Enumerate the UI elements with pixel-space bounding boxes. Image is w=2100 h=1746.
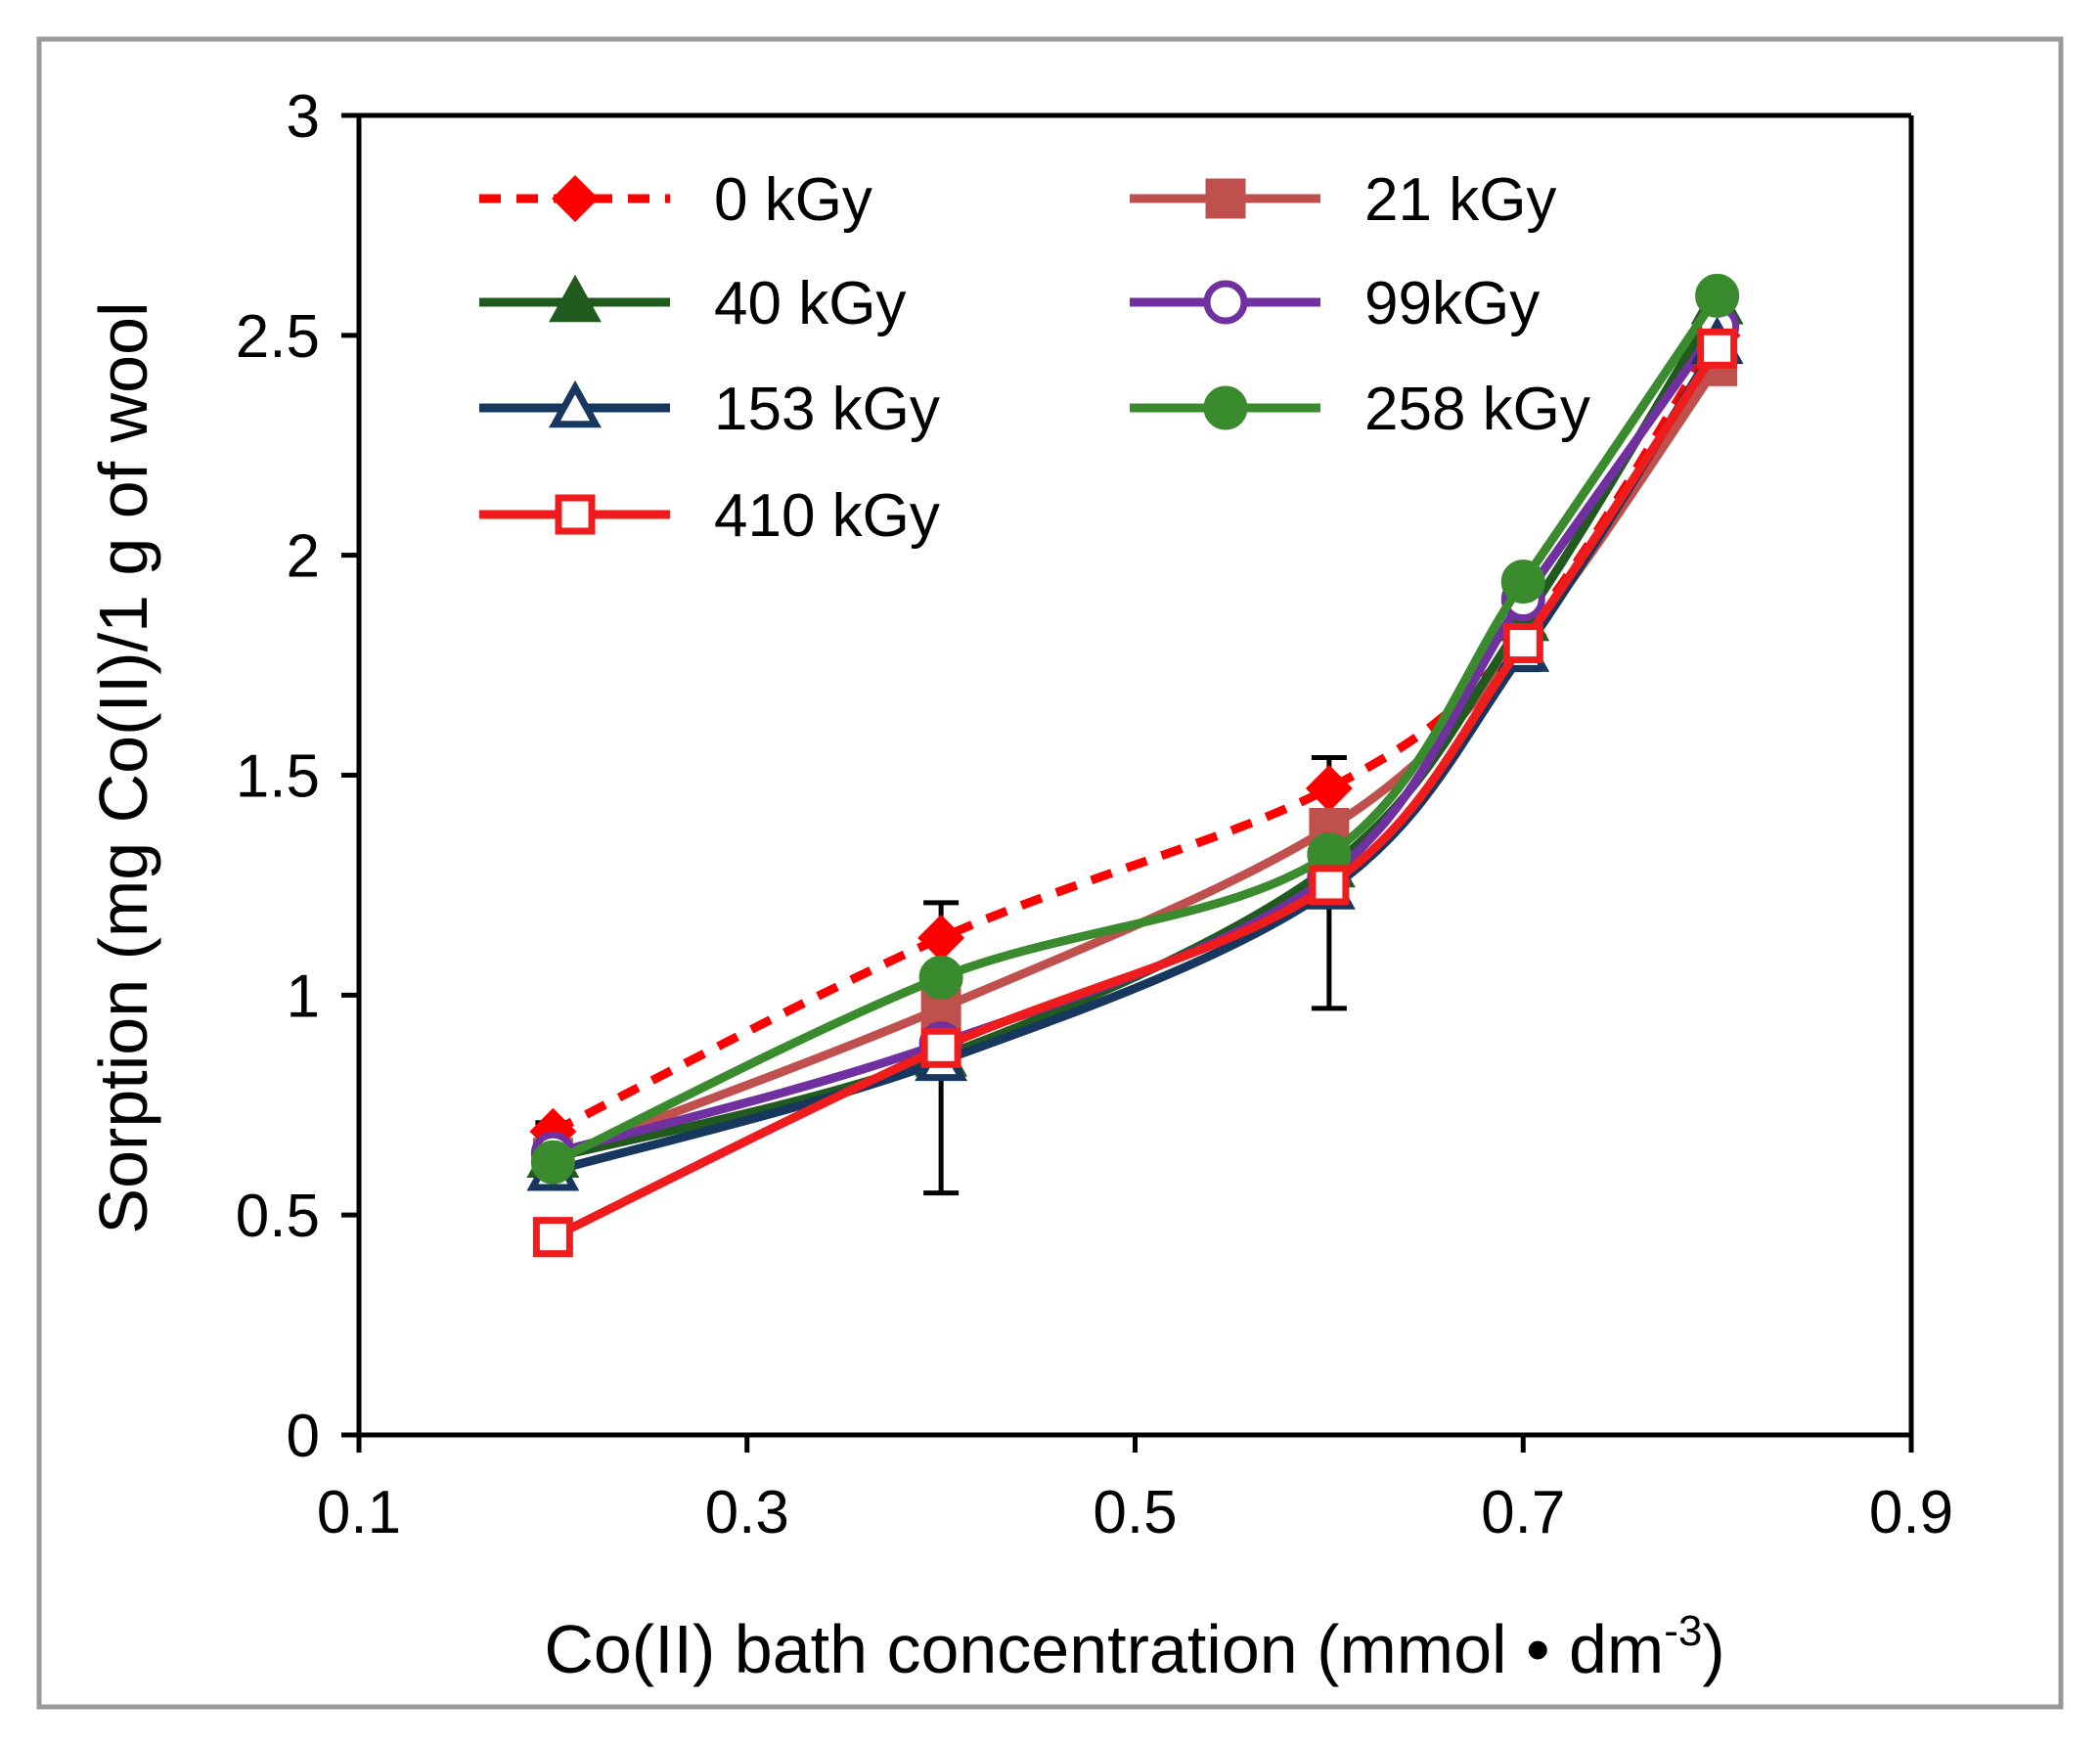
legend-item-99kgy: 99kGy xyxy=(1130,270,1540,337)
data-point xyxy=(1502,623,1543,664)
data-point xyxy=(1500,560,1545,604)
legend-marker xyxy=(1205,178,1246,219)
series-line xyxy=(548,343,1722,1242)
legend-label: 40 kGy xyxy=(714,270,906,337)
legend-marker xyxy=(555,494,596,535)
data-point xyxy=(530,1140,575,1185)
legend-label: 410 kGy xyxy=(714,482,940,550)
y-tick-label: 2 xyxy=(287,523,320,591)
y-tick-label: 1.5 xyxy=(236,743,320,811)
data-point xyxy=(920,1027,961,1068)
data-point xyxy=(1697,328,1738,369)
legend-marker xyxy=(1203,280,1248,325)
legend-item-258-kgy: 258 kGy xyxy=(1130,376,1590,443)
y-tick-label: 2.5 xyxy=(236,303,320,371)
y-axis-label: Sorption (mg Co(II)/1 g of wool xyxy=(85,301,161,1233)
legend-label: 99kGy xyxy=(1364,270,1540,337)
x-axis-label-end: ) xyxy=(1702,1611,1724,1687)
plot-area xyxy=(526,273,1744,1258)
legend-marker xyxy=(552,175,599,222)
series-410-kgy xyxy=(532,328,1738,1258)
legend: 0 kGy 21 kGy 40 kGy 99kGy 153 kGy 258 kGy 410 … xyxy=(479,166,1590,550)
outer-border xyxy=(36,36,2064,1710)
y-tick-label: 0 xyxy=(287,1403,320,1470)
x-tick-label: 0.7 xyxy=(1481,1479,1565,1546)
legend-marker xyxy=(1203,385,1248,430)
y-tick-label: 0.5 xyxy=(236,1183,320,1250)
legend-item-410-kgy: 410 kGy xyxy=(479,482,940,550)
legend-marker xyxy=(549,274,602,323)
legend-item-0-kgy: 0 kGy xyxy=(479,166,872,234)
legend-label: 153 kGy xyxy=(714,376,940,443)
data-point xyxy=(1695,273,1740,318)
x-axis-label: Co(II) bath concentration (mmol • dm-3) xyxy=(544,1607,1724,1687)
legend-item-153-kgy: 153 kGy xyxy=(479,376,940,443)
x-tick-label: 0.1 xyxy=(317,1479,401,1546)
axis-ticks: 0 0.5 1 1.5 2 2.5 3 0.1 0.3 0.5 0.7 0.9 xyxy=(236,83,1953,1546)
x-axis-label-superscript: -3 xyxy=(1664,1607,1702,1655)
series-258-kgy xyxy=(530,273,1740,1185)
x-tick-label: 0.5 xyxy=(1093,1479,1177,1546)
legend-label: 258 kGy xyxy=(1364,376,1590,443)
legend-item-21-kgy: 21 kGy xyxy=(1130,166,1556,234)
y-tick-label: 1 xyxy=(287,963,320,1030)
data-point xyxy=(918,955,963,1000)
x-tick-label: 0.3 xyxy=(705,1479,789,1546)
data-point xyxy=(1305,765,1353,812)
x-tick-label: 0.9 xyxy=(1869,1479,1953,1546)
data-point xyxy=(532,1217,573,1258)
legend-marker xyxy=(549,380,602,428)
data-point xyxy=(1309,865,1350,906)
y-tick-label: 3 xyxy=(287,83,320,151)
legend-label: 21 kGy xyxy=(1364,166,1556,234)
legend-label: 0 kGy xyxy=(714,166,872,234)
legend-item-40-kgy: 40 kGy xyxy=(479,270,906,337)
